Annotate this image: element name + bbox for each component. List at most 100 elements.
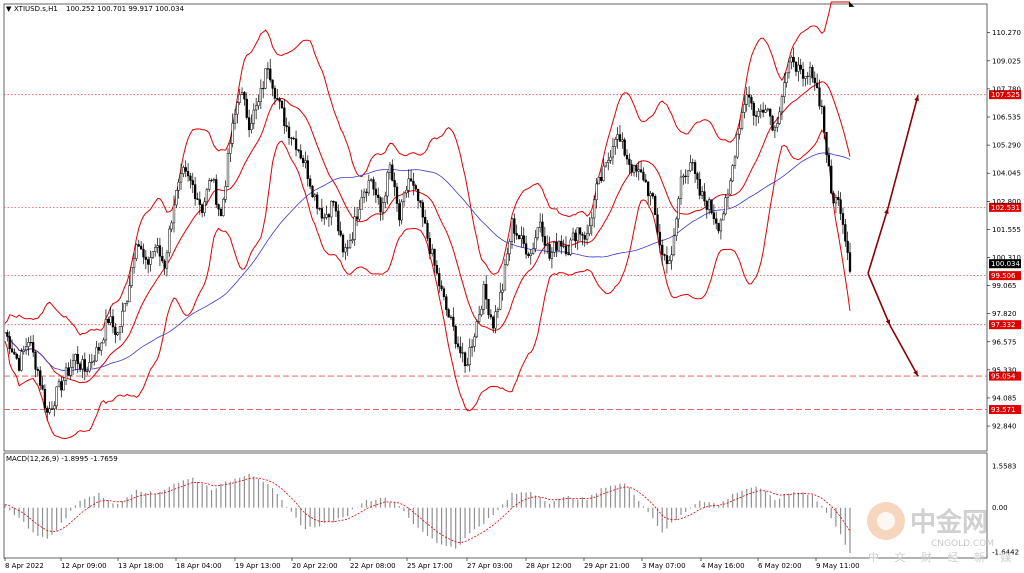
candle-body bbox=[217, 204, 220, 210]
candle-body bbox=[684, 175, 687, 177]
svg-text:100.034: 100.034 bbox=[991, 260, 1020, 268]
candle-body bbox=[193, 184, 197, 199]
candle-body bbox=[384, 195, 387, 203]
candle-body bbox=[62, 380, 65, 391]
candle-body bbox=[722, 213, 725, 221]
macd-panel bbox=[3, 452, 988, 559]
candle-body bbox=[597, 177, 600, 185]
candle-body bbox=[170, 222, 173, 230]
candle-body bbox=[759, 109, 762, 112]
candle-body bbox=[510, 218, 514, 242]
level-label-box bbox=[989, 371, 1021, 381]
candle-body bbox=[733, 156, 737, 166]
candle-body bbox=[637, 169, 640, 172]
level-label: 107.525 bbox=[991, 91, 1020, 99]
time-tick-label: 18 Apr 04:00 bbox=[176, 562, 222, 570]
candle-body bbox=[224, 186, 227, 200]
candle-body bbox=[196, 198, 199, 200]
candle-body bbox=[358, 208, 361, 220]
candle-body bbox=[297, 149, 300, 151]
candle-body bbox=[208, 180, 211, 190]
price-tick-label: 101.555 bbox=[992, 226, 1021, 234]
candle-body bbox=[287, 126, 291, 139]
candle-body bbox=[372, 179, 375, 190]
candle-body bbox=[142, 248, 145, 258]
candle-body bbox=[269, 68, 272, 81]
candle-body bbox=[581, 233, 584, 236]
candle-body bbox=[609, 156, 612, 161]
candle-body bbox=[604, 162, 608, 167]
candle-body bbox=[245, 98, 248, 118]
candle-body bbox=[128, 285, 131, 303]
candle-body bbox=[395, 186, 399, 204]
candle-body bbox=[837, 197, 840, 200]
candle-body bbox=[168, 228, 171, 254]
candle-body bbox=[508, 241, 511, 255]
candle-body bbox=[630, 164, 633, 173]
candle-body bbox=[22, 349, 25, 352]
candle-body bbox=[569, 239, 572, 255]
candle-body bbox=[712, 212, 716, 220]
candle-body bbox=[290, 137, 293, 139]
candle-body bbox=[522, 235, 525, 244]
candle-body bbox=[576, 227, 579, 242]
candle-body bbox=[738, 128, 741, 135]
candle-body bbox=[783, 82, 786, 97]
candle-body bbox=[184, 167, 187, 172]
candle-body bbox=[428, 238, 431, 254]
candle-body bbox=[571, 232, 575, 241]
bollinger-upper bbox=[4, 1, 851, 336]
price-panel bbox=[3, 3, 988, 452]
candle-body bbox=[527, 253, 530, 256]
candle-body bbox=[794, 61, 798, 72]
macd-histogram bbox=[4, 473, 851, 554]
candle-body bbox=[365, 191, 368, 194]
collapse-arrow-icon[interactable]: ▼ bbox=[6, 5, 12, 13]
candle-body bbox=[747, 94, 751, 98]
candle-body bbox=[621, 139, 624, 142]
candle-body bbox=[177, 181, 180, 191]
candle-body bbox=[259, 88, 262, 102]
candle-body bbox=[353, 216, 356, 240]
candle-body bbox=[646, 181, 650, 197]
candle-body bbox=[750, 96, 753, 104]
candle-body bbox=[280, 101, 284, 109]
time-tick-label: 9 May 11:00 bbox=[816, 562, 860, 570]
candle-body bbox=[71, 360, 75, 368]
candle-body bbox=[48, 408, 51, 413]
candle-body bbox=[534, 237, 537, 249]
candle-body bbox=[151, 251, 155, 258]
candle-body bbox=[780, 96, 784, 113]
watermark-subtitle: 中 文 财 经 新 媒 体 bbox=[868, 550, 1024, 564]
level-label: 93.571 bbox=[991, 406, 1016, 414]
candle-body bbox=[147, 259, 150, 265]
price-tick-label: 109.025 bbox=[992, 57, 1021, 65]
candle-body bbox=[539, 221, 542, 228]
candle-body bbox=[344, 247, 347, 253]
macd-tick-label: -1.6442 bbox=[992, 548, 1019, 556]
candle-body bbox=[719, 219, 723, 232]
candle-body bbox=[130, 267, 133, 287]
candle-body bbox=[628, 158, 631, 165]
level-label-box bbox=[989, 202, 1021, 212]
candle-body bbox=[86, 370, 89, 372]
candle-body bbox=[39, 370, 42, 386]
candle-body bbox=[787, 61, 791, 74]
candle-body bbox=[381, 202, 385, 213]
candle-body bbox=[337, 210, 340, 232]
candle-body bbox=[677, 198, 680, 220]
time-tick-label: 25 Apr 17:00 bbox=[407, 562, 453, 570]
candle-body bbox=[69, 367, 72, 376]
candle-body bbox=[550, 252, 554, 259]
candle-body bbox=[797, 64, 800, 72]
candle-body bbox=[416, 188, 420, 201]
candle-body bbox=[790, 56, 793, 63]
candle-body bbox=[708, 199, 711, 210]
candle-body bbox=[339, 230, 342, 236]
candle-body bbox=[20, 351, 23, 371]
candle-body bbox=[402, 192, 406, 203]
candle-body bbox=[729, 180, 732, 195]
candle-body bbox=[165, 252, 169, 269]
candle-body bbox=[161, 255, 164, 262]
